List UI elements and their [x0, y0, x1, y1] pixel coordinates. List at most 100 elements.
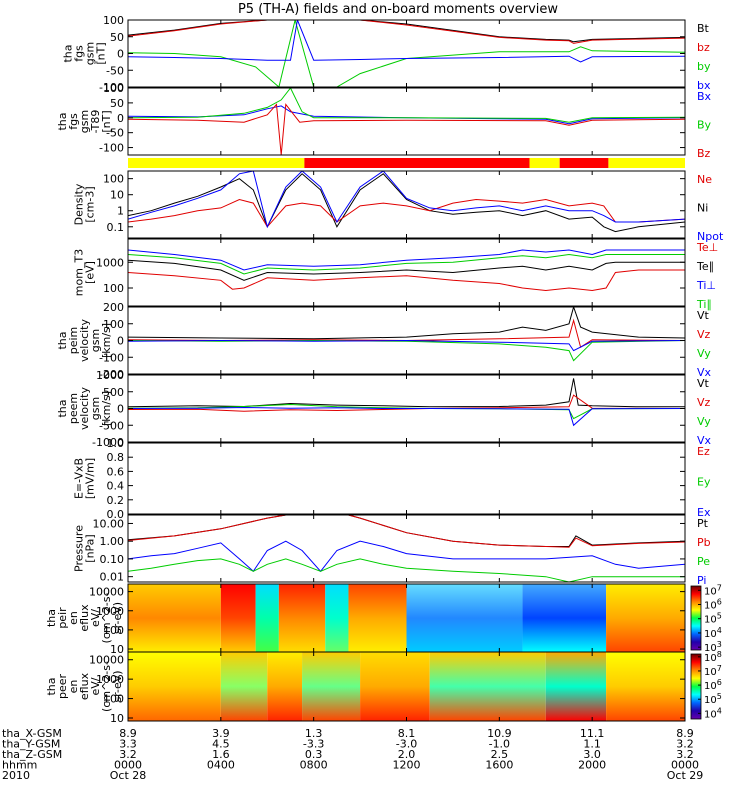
y-tick-label: 200 [103, 301, 124, 314]
series-bx [128, 20, 685, 63]
legend-By: By [697, 119, 712, 132]
footer-row-label: hhmm [2, 759, 37, 772]
legend-Bt: Bt [697, 22, 710, 35]
panel-temperature: 1000 100 mom_T3[eV] Te⊥ Te∥ Ti⊥ Ti∥ [73, 238, 718, 311]
panel-pressure: 10.00 1.00 0.10 0.01 Pressure[nPa] Pt Pb Pe Pi [73, 514, 711, 587]
y-tick-label: 0.0 [107, 508, 125, 521]
series-Vz [128, 394, 685, 412]
series-Bx [128, 105, 685, 125]
y-axis-label: Density [73, 183, 86, 225]
footer-value: 1200 [393, 759, 421, 772]
heatmap-band-0 [128, 652, 221, 721]
footer-value: 3.2 [676, 738, 694, 751]
heatmap-band-4 [325, 584, 349, 652]
heatmap-band-7 [606, 652, 685, 721]
footer-row-label: tha_Y-GSM [2, 738, 60, 751]
colorbar-tick: 108 [704, 650, 722, 664]
heatmap-band-6 [406, 584, 523, 652]
footer-row-label: tha_Z-GSM [2, 748, 62, 761]
footer-value: 8.1 [398, 727, 416, 740]
mode-segment-1 [304, 158, 530, 168]
y-axis-label: (cm^2-s- [100, 593, 113, 644]
y-axis-label: eflux [78, 672, 91, 700]
series-Vt [128, 307, 685, 340]
y-tick-label: 100 [103, 82, 124, 95]
y-tick-label: 1 [117, 205, 124, 218]
y-tick-label: 0 [117, 112, 124, 125]
series-By [128, 88, 685, 123]
footer-row-label: 2010 [2, 769, 30, 782]
legend-Ex: Ex [697, 506, 711, 519]
y-axis-label: [eV] [84, 261, 97, 284]
footer-value: 8.9 [676, 727, 694, 740]
legend-Bz: Bz [697, 147, 711, 160]
footer-value: 8.9 [119, 727, 137, 740]
series-Vt [128, 378, 685, 408]
y-axis-label: peim [67, 327, 80, 355]
legend-Pe: Pe [697, 555, 710, 568]
panel-peir_en_eflux: 10710610510410310000100010010thapeirenef… [45, 583, 722, 656]
y-tick-label: 0.8 [107, 451, 125, 464]
y-tick-label: 500 [103, 386, 124, 399]
y-axis-label: velocity [78, 319, 91, 362]
legend-Npot: Npot [697, 230, 724, 243]
footer-value: 2.0 [398, 748, 416, 761]
panel-frame [127, 442, 686, 515]
footer-value: Oct 29 [667, 769, 704, 782]
footer-value: 0000 [671, 759, 699, 772]
footer-value: 3.3 [119, 738, 137, 751]
footer-value: 3.2 [676, 748, 694, 761]
y-tick-label: 100 [103, 173, 124, 186]
y-tick-label: -100 [99, 142, 124, 155]
y-tick-label: 1000 [96, 369, 124, 382]
y-axis-label: tha [45, 609, 58, 627]
footer-value: 3.0 [583, 748, 601, 761]
y-tick-label: 1000 [96, 256, 124, 269]
y-axis-label: gsm [89, 397, 102, 420]
footer-value: 1.3 [305, 727, 323, 740]
heatmap-band-2 [267, 652, 303, 721]
panel-frame [127, 87, 686, 156]
legend-bx: bx [697, 79, 711, 92]
series-Pt [128, 515, 685, 547]
panel-frame [127, 238, 686, 307]
panel-frame [127, 514, 686, 583]
series-Te⊥ [128, 269, 685, 292]
y-axis-label: gsm [78, 110, 91, 133]
series-bz [128, 20, 685, 44]
legend-Pi: Pi [697, 574, 706, 587]
y-axis-label: fgs [73, 45, 86, 62]
footer-value: 0400 [207, 759, 235, 772]
y-axis-label: sr-eV) [111, 602, 124, 634]
footer-value: 0.3 [305, 748, 323, 761]
y-axis-label: sr-eV) [111, 670, 124, 702]
colorbar-peer_en_eflux [690, 653, 702, 720]
y-tick-label: 1.00 [100, 535, 125, 548]
footer-value: 2.5 [491, 748, 509, 761]
colorbar-tick: 106 [704, 678, 722, 692]
y-axis-label: eV/ [89, 677, 102, 695]
y-tick-label: 0 [117, 48, 124, 61]
y-tick-label: 10000 [89, 654, 124, 667]
panel-frame [127, 170, 686, 239]
heatmap-band-3 [278, 584, 326, 652]
y-axis-label: fgs [67, 113, 80, 130]
y-tick-label: -200 [99, 368, 124, 381]
footer-value: Oct 28 [110, 769, 147, 782]
y-axis-label: gsm [89, 329, 102, 352]
series-Ti∥ [128, 253, 685, 275]
footer-value: 3.2 [119, 748, 137, 761]
y-axis-label: [nT] [95, 42, 108, 64]
colorbar-peir_en_eflux [690, 585, 702, 651]
footer-value: 1600 [485, 759, 513, 772]
y-tick-label: -1000 [92, 436, 124, 449]
y-tick-label: -50 [106, 127, 124, 140]
y-axis-label: eV/ [89, 609, 102, 627]
panel-frame [127, 19, 686, 88]
y-tick-label: 0.2 [107, 494, 125, 507]
legend-Vz: Vz [697, 328, 711, 341]
footer-value: 3.9 [212, 727, 230, 740]
